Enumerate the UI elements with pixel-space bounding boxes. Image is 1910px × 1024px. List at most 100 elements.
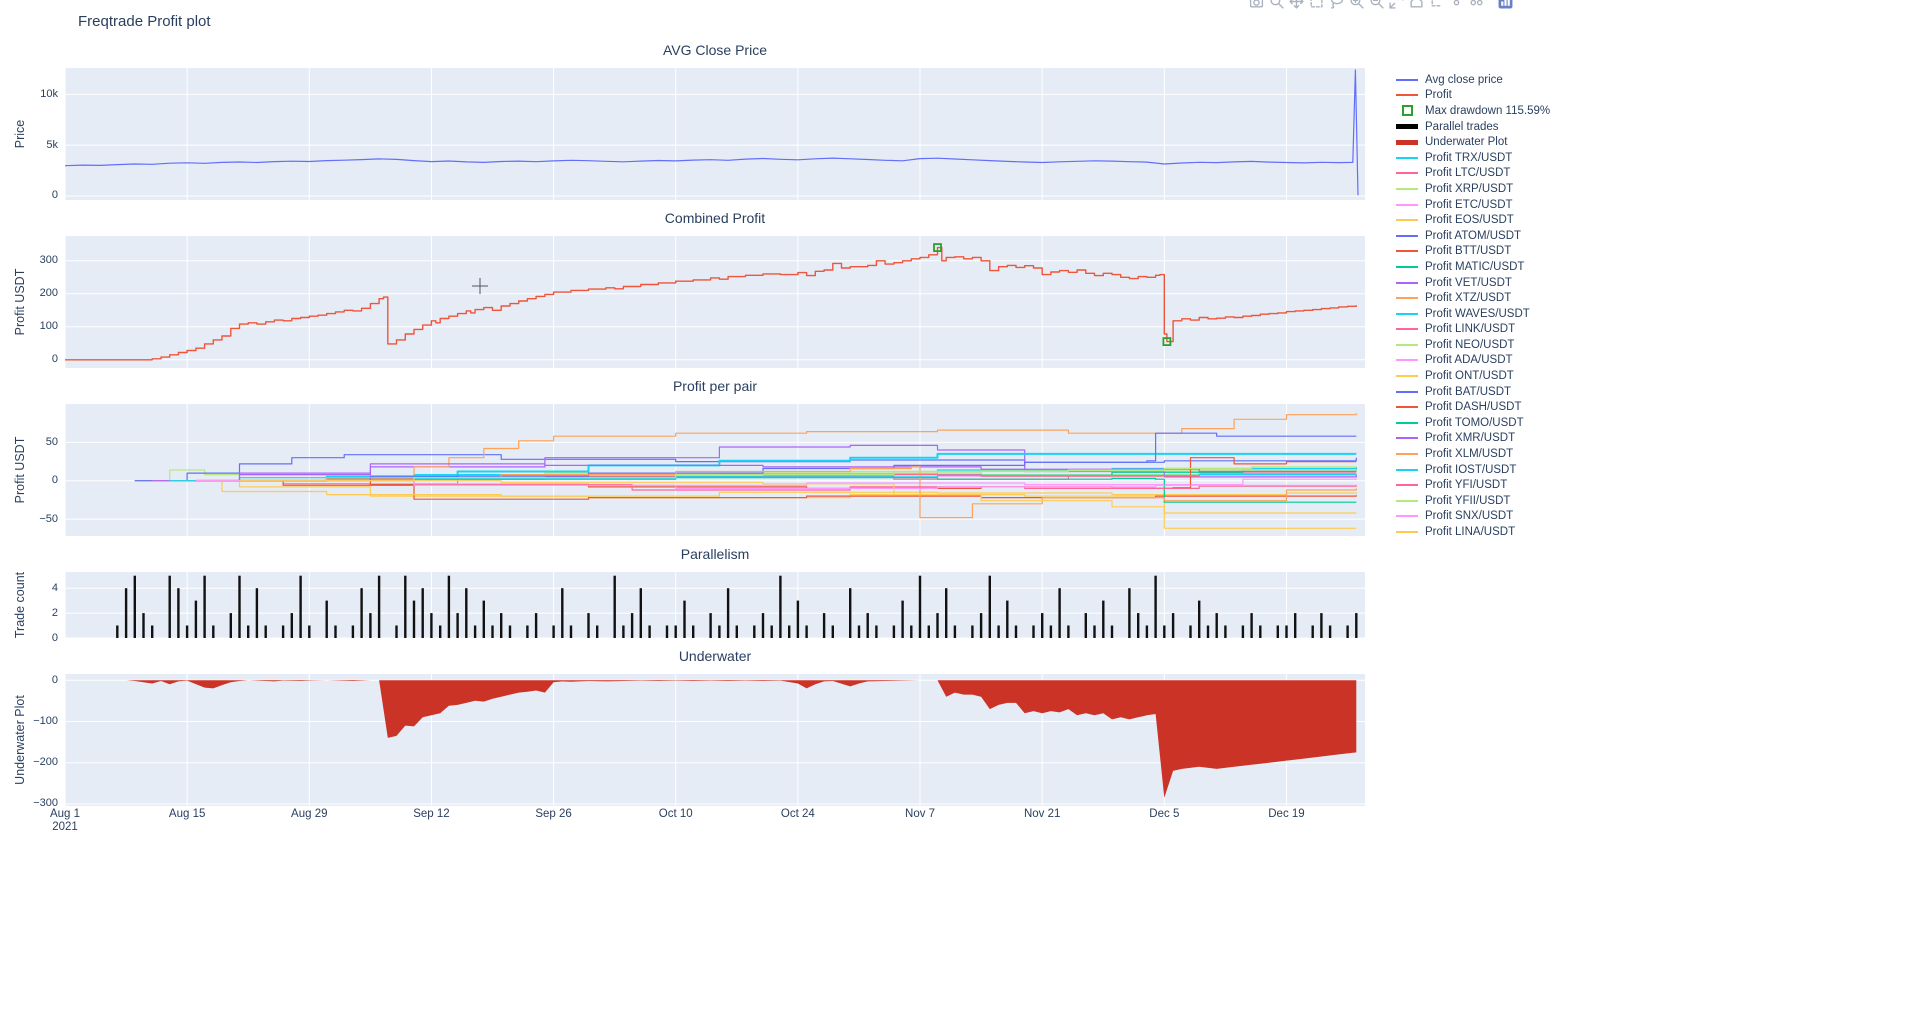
- zoom-icon[interactable]: [1268, 0, 1285, 10]
- swatch-shape: [1396, 187, 1418, 190]
- legend-swatch-icon: [1396, 468, 1420, 471]
- swatch-shape: [1396, 203, 1418, 206]
- swatch-shape: [1396, 484, 1418, 487]
- swatch-shape: [1396, 390, 1418, 393]
- legend-swatch-icon: [1396, 297, 1420, 300]
- legend-label: Profit BAT/USDT: [1425, 385, 1512, 398]
- legend-item[interactable]: Profit XTZ/USDT: [1396, 290, 1550, 306]
- legend-item[interactable]: Profit LINA/USDT: [1396, 524, 1550, 540]
- legend-item[interactable]: Profit EOS/USDT: [1396, 212, 1550, 228]
- legend-item[interactable]: Profit ONT/USDT: [1396, 368, 1550, 384]
- legend-item[interactable]: Avg close price: [1396, 72, 1550, 88]
- swatch-shape: [1396, 219, 1418, 222]
- plot-background: [65, 404, 1365, 536]
- swatch-shape: [1402, 105, 1413, 117]
- toggle-spikelines-icon[interactable]: [1428, 0, 1445, 10]
- legend-item[interactable]: Profit VET/USDT: [1396, 275, 1550, 291]
- legend-item[interactable]: Profit TRX/USDT: [1396, 150, 1550, 166]
- zoom-in-icon[interactable]: [1348, 0, 1365, 10]
- reset-axes-icon[interactable]: [1408, 0, 1425, 10]
- legend-label: Profit BTT/USDT: [1425, 245, 1512, 258]
- legend-item[interactable]: Profit ADA/USDT: [1396, 353, 1550, 369]
- legend: Avg close price Profit Max drawdown 115.59…: [1396, 72, 1550, 540]
- legend-item[interactable]: Profit ETC/USDT: [1396, 197, 1550, 213]
- legend-label: Avg close price: [1425, 73, 1503, 86]
- autoscale-icon[interactable]: [1388, 0, 1405, 10]
- legend-item[interactable]: Profit BAT/USDT: [1396, 384, 1550, 400]
- swatch-shape: [1396, 437, 1418, 440]
- legend-item[interactable]: Profit XMR/USDT: [1396, 431, 1550, 447]
- legend-swatch-icon: [1396, 312, 1420, 315]
- legend-swatch-icon: [1396, 453, 1420, 456]
- legend-item[interactable]: Max drawdown 115.59%: [1396, 103, 1550, 119]
- pan-icon[interactable]: [1288, 0, 1305, 10]
- hover-compare-icon[interactable]: [1468, 0, 1485, 10]
- box-select-icon[interactable]: [1308, 0, 1325, 10]
- lasso-icon[interactable]: [1328, 0, 1345, 10]
- legend-swatch-icon: [1396, 156, 1420, 159]
- legend-item[interactable]: Profit WAVES/USDT: [1396, 306, 1550, 322]
- legend-swatch-icon: [1396, 250, 1420, 253]
- legend-label: Profit XRP/USDT: [1425, 182, 1514, 195]
- legend-swatch-icon: [1396, 531, 1420, 534]
- legend-item[interactable]: Profit IOST/USDT: [1396, 462, 1550, 478]
- legend-label: Profit TRX/USDT: [1425, 151, 1513, 164]
- legend-label: Profit ONT/USDT: [1425, 370, 1514, 383]
- legend-swatch-icon: [1396, 94, 1420, 97]
- legend-label: Profit SNX/USDT: [1425, 510, 1514, 523]
- plotly-logo-icon[interactable]: [1497, 0, 1514, 10]
- swatch-shape: [1396, 156, 1418, 159]
- legend-swatch-icon: [1396, 139, 1420, 145]
- series-group-4: [65, 680, 1357, 798]
- swatch-shape: [1396, 250, 1418, 253]
- legend-label: Profit ADA/USDT: [1425, 354, 1513, 367]
- swatch-shape: [1396, 265, 1418, 268]
- legend-swatch-icon: [1396, 484, 1420, 487]
- swatch-shape: [1396, 453, 1418, 456]
- legend-swatch-icon: [1396, 390, 1420, 393]
- legend-item[interactable]: Profit: [1396, 88, 1550, 104]
- legend-swatch-icon: [1396, 421, 1420, 424]
- legend-item[interactable]: Profit ATOM/USDT: [1396, 228, 1550, 244]
- legend-item[interactable]: Profit TOMO/USDT: [1396, 415, 1550, 431]
- swatch-shape: [1396, 499, 1418, 502]
- legend-item[interactable]: Profit XRP/USDT: [1396, 181, 1550, 197]
- zoom-out-icon[interactable]: [1368, 0, 1385, 10]
- legend-swatch-icon: [1396, 78, 1420, 81]
- legend-swatch-icon: [1396, 281, 1420, 284]
- legend-item[interactable]: Profit XLM/USDT: [1396, 446, 1550, 462]
- legend-item[interactable]: Profit BTT/USDT: [1396, 244, 1550, 260]
- legend-item[interactable]: Profit SNX/USDT: [1396, 509, 1550, 525]
- legend-item[interactable]: Profit YFI/USDT: [1396, 477, 1550, 493]
- legend-swatch-icon: [1396, 515, 1420, 518]
- legend-item[interactable]: Profit DASH/USDT: [1396, 399, 1550, 415]
- legend-item[interactable]: Profit NEO/USDT: [1396, 337, 1550, 353]
- legend-item[interactable]: Profit LTC/USDT: [1396, 166, 1550, 182]
- legend-item[interactable]: Underwater Plot: [1396, 134, 1550, 150]
- legend-item[interactable]: Profit YFII/USDT: [1396, 493, 1550, 509]
- camera-icon[interactable]: [1248, 0, 1265, 10]
- legend-item[interactable]: Profit MATIC/USDT: [1396, 259, 1550, 275]
- legend-item[interactable]: Parallel trades: [1396, 119, 1550, 135]
- series-group-2: [134, 413, 1357, 529]
- legend-swatch-icon: [1396, 499, 1420, 502]
- legend-label: Profit MATIC/USDT: [1425, 260, 1525, 273]
- legend-swatch-icon: [1396, 234, 1420, 237]
- legend-label: Profit LINA/USDT: [1425, 526, 1516, 539]
- swatch-shape: [1396, 139, 1418, 145]
- series-group-0: [65, 69, 1359, 196]
- figure-title: Freqtrade Profit plot: [78, 13, 211, 30]
- hover-closest-icon[interactable]: [1448, 0, 1465, 10]
- legend-swatch-icon: [1396, 328, 1420, 331]
- plot-background: [65, 572, 1365, 638]
- legend-swatch-icon: [1396, 124, 1420, 130]
- legend-swatch-icon: [1396, 343, 1420, 346]
- legend-swatch-icon: [1396, 359, 1420, 362]
- legend-item[interactable]: Profit LINK/USDT: [1396, 322, 1550, 338]
- swatch-shape: [1396, 94, 1418, 97]
- plot-background: [65, 236, 1365, 368]
- legend-swatch-icon: [1396, 265, 1420, 268]
- legend-swatch-icon: [1396, 375, 1420, 378]
